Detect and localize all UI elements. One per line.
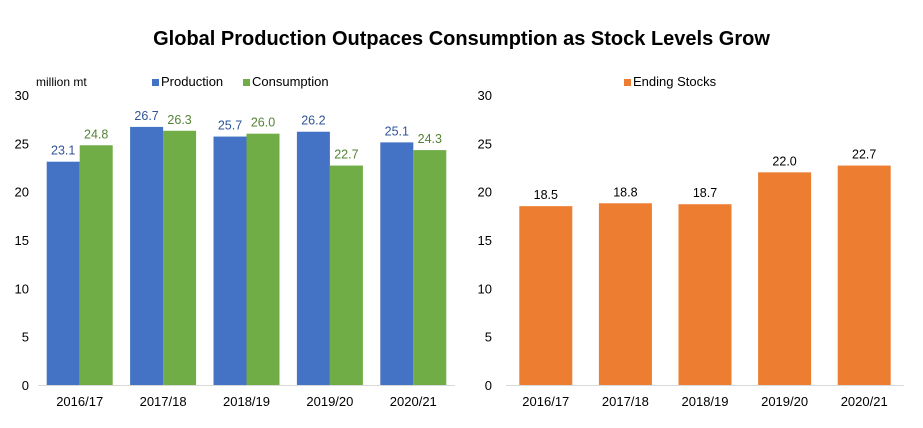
chart1-data-label: 26.3 <box>167 113 191 127</box>
chart1-data-label: 25.7 <box>218 119 242 133</box>
chart1-y-tick-label: 15 <box>15 233 29 248</box>
chart1-bar-consumption <box>246 133 280 385</box>
chart1-bar-consumption <box>163 130 197 385</box>
chart1-x-tick-label: 2018/19 <box>223 394 270 409</box>
chart1-bar-consumption <box>329 165 363 385</box>
chart2-y-tick-label: 25 <box>478 136 492 151</box>
chart1-x-tick-label: 2019/20 <box>306 394 353 409</box>
chart-title: Global Production Outpaces Consumption a… <box>153 28 770 50</box>
chart1-y-tick-label: 25 <box>15 136 29 151</box>
chart1-bar-production <box>296 131 330 385</box>
chart1-x-tick-label: 2017/18 <box>140 394 187 409</box>
chart1-bar-consumption <box>79 145 113 385</box>
chart1-bar-production <box>380 142 414 385</box>
chart2-bar-ending-stocks <box>598 203 652 385</box>
chart2-x-tick-label: 2016/17 <box>522 394 569 409</box>
chart2-x-tick-label: 2017/18 <box>602 394 649 409</box>
chart2-y-tick-label: 5 <box>485 330 492 345</box>
chart2-y-tick-label: 30 <box>478 88 492 103</box>
chart1-bar-consumption <box>413 150 447 385</box>
chart1-y-tick-label: 20 <box>15 185 29 200</box>
chart1-y-tick-label: 30 <box>15 88 29 103</box>
chart2-data-label: 18.7 <box>693 186 717 200</box>
chart1-data-label: 24.8 <box>84 127 108 141</box>
chart1-y-tick-label: 10 <box>15 281 29 296</box>
chart2-x-tick-label: 2020/21 <box>841 394 888 409</box>
chart1-data-label: 26.0 <box>251 116 275 130</box>
chart2-x-tick-label: 2019/20 <box>761 394 808 409</box>
chart2-y-tick-label: 10 <box>478 281 492 296</box>
chart1-x-tick-label: 2020/21 <box>390 394 437 409</box>
chart2-y-tick-label: 0 <box>485 378 492 393</box>
chart1-legend-swatch-0 <box>152 79 159 86</box>
chart2-data-label: 18.5 <box>534 188 558 202</box>
chart2-bar-ending-stocks <box>678 204 732 385</box>
chart2-y-tick-label: 15 <box>478 233 492 248</box>
chart1-unit-label: million mt <box>36 75 87 89</box>
chart2-data-label: 22.0 <box>772 154 796 168</box>
chart1-legend-swatch-1 <box>243 79 250 86</box>
chart1-data-label: 25.1 <box>385 124 409 138</box>
chart1-y-tick-label: 5 <box>22 330 29 345</box>
chart2-y-tick-label: 20 <box>478 185 492 200</box>
chart1-bar-production <box>130 126 164 386</box>
chart1-bar-production <box>46 161 80 385</box>
chart1-data-label: 26.7 <box>134 109 158 123</box>
chart1-data-label: 22.7 <box>334 148 358 162</box>
chart2-data-label: 18.8 <box>613 185 637 199</box>
chart2-x-tick-label: 2018/19 <box>682 394 729 409</box>
chart1-x-tick-label: 2016/17 <box>56 394 103 409</box>
chart1-y-tick-label: 0 <box>22 378 29 393</box>
chart1-data-label: 26.2 <box>301 114 325 128</box>
chart2-legend-label-0: Ending Stocks <box>633 74 717 89</box>
chart2-legend-swatch-0 <box>624 79 631 86</box>
chart2-bar-ending-stocks <box>758 172 812 385</box>
chart1-legend-label-1: Consumption <box>252 74 329 89</box>
chart2-bar-ending-stocks <box>519 206 573 385</box>
chart2-bar-ending-stocks <box>837 165 891 385</box>
chart1-data-label: 23.1 <box>51 144 75 158</box>
chart1-bar-production <box>213 136 247 385</box>
chart2-data-label: 22.7 <box>852 148 876 162</box>
chart1-data-label: 24.3 <box>418 132 442 146</box>
chart1-legend-label-0: Production <box>161 74 223 89</box>
